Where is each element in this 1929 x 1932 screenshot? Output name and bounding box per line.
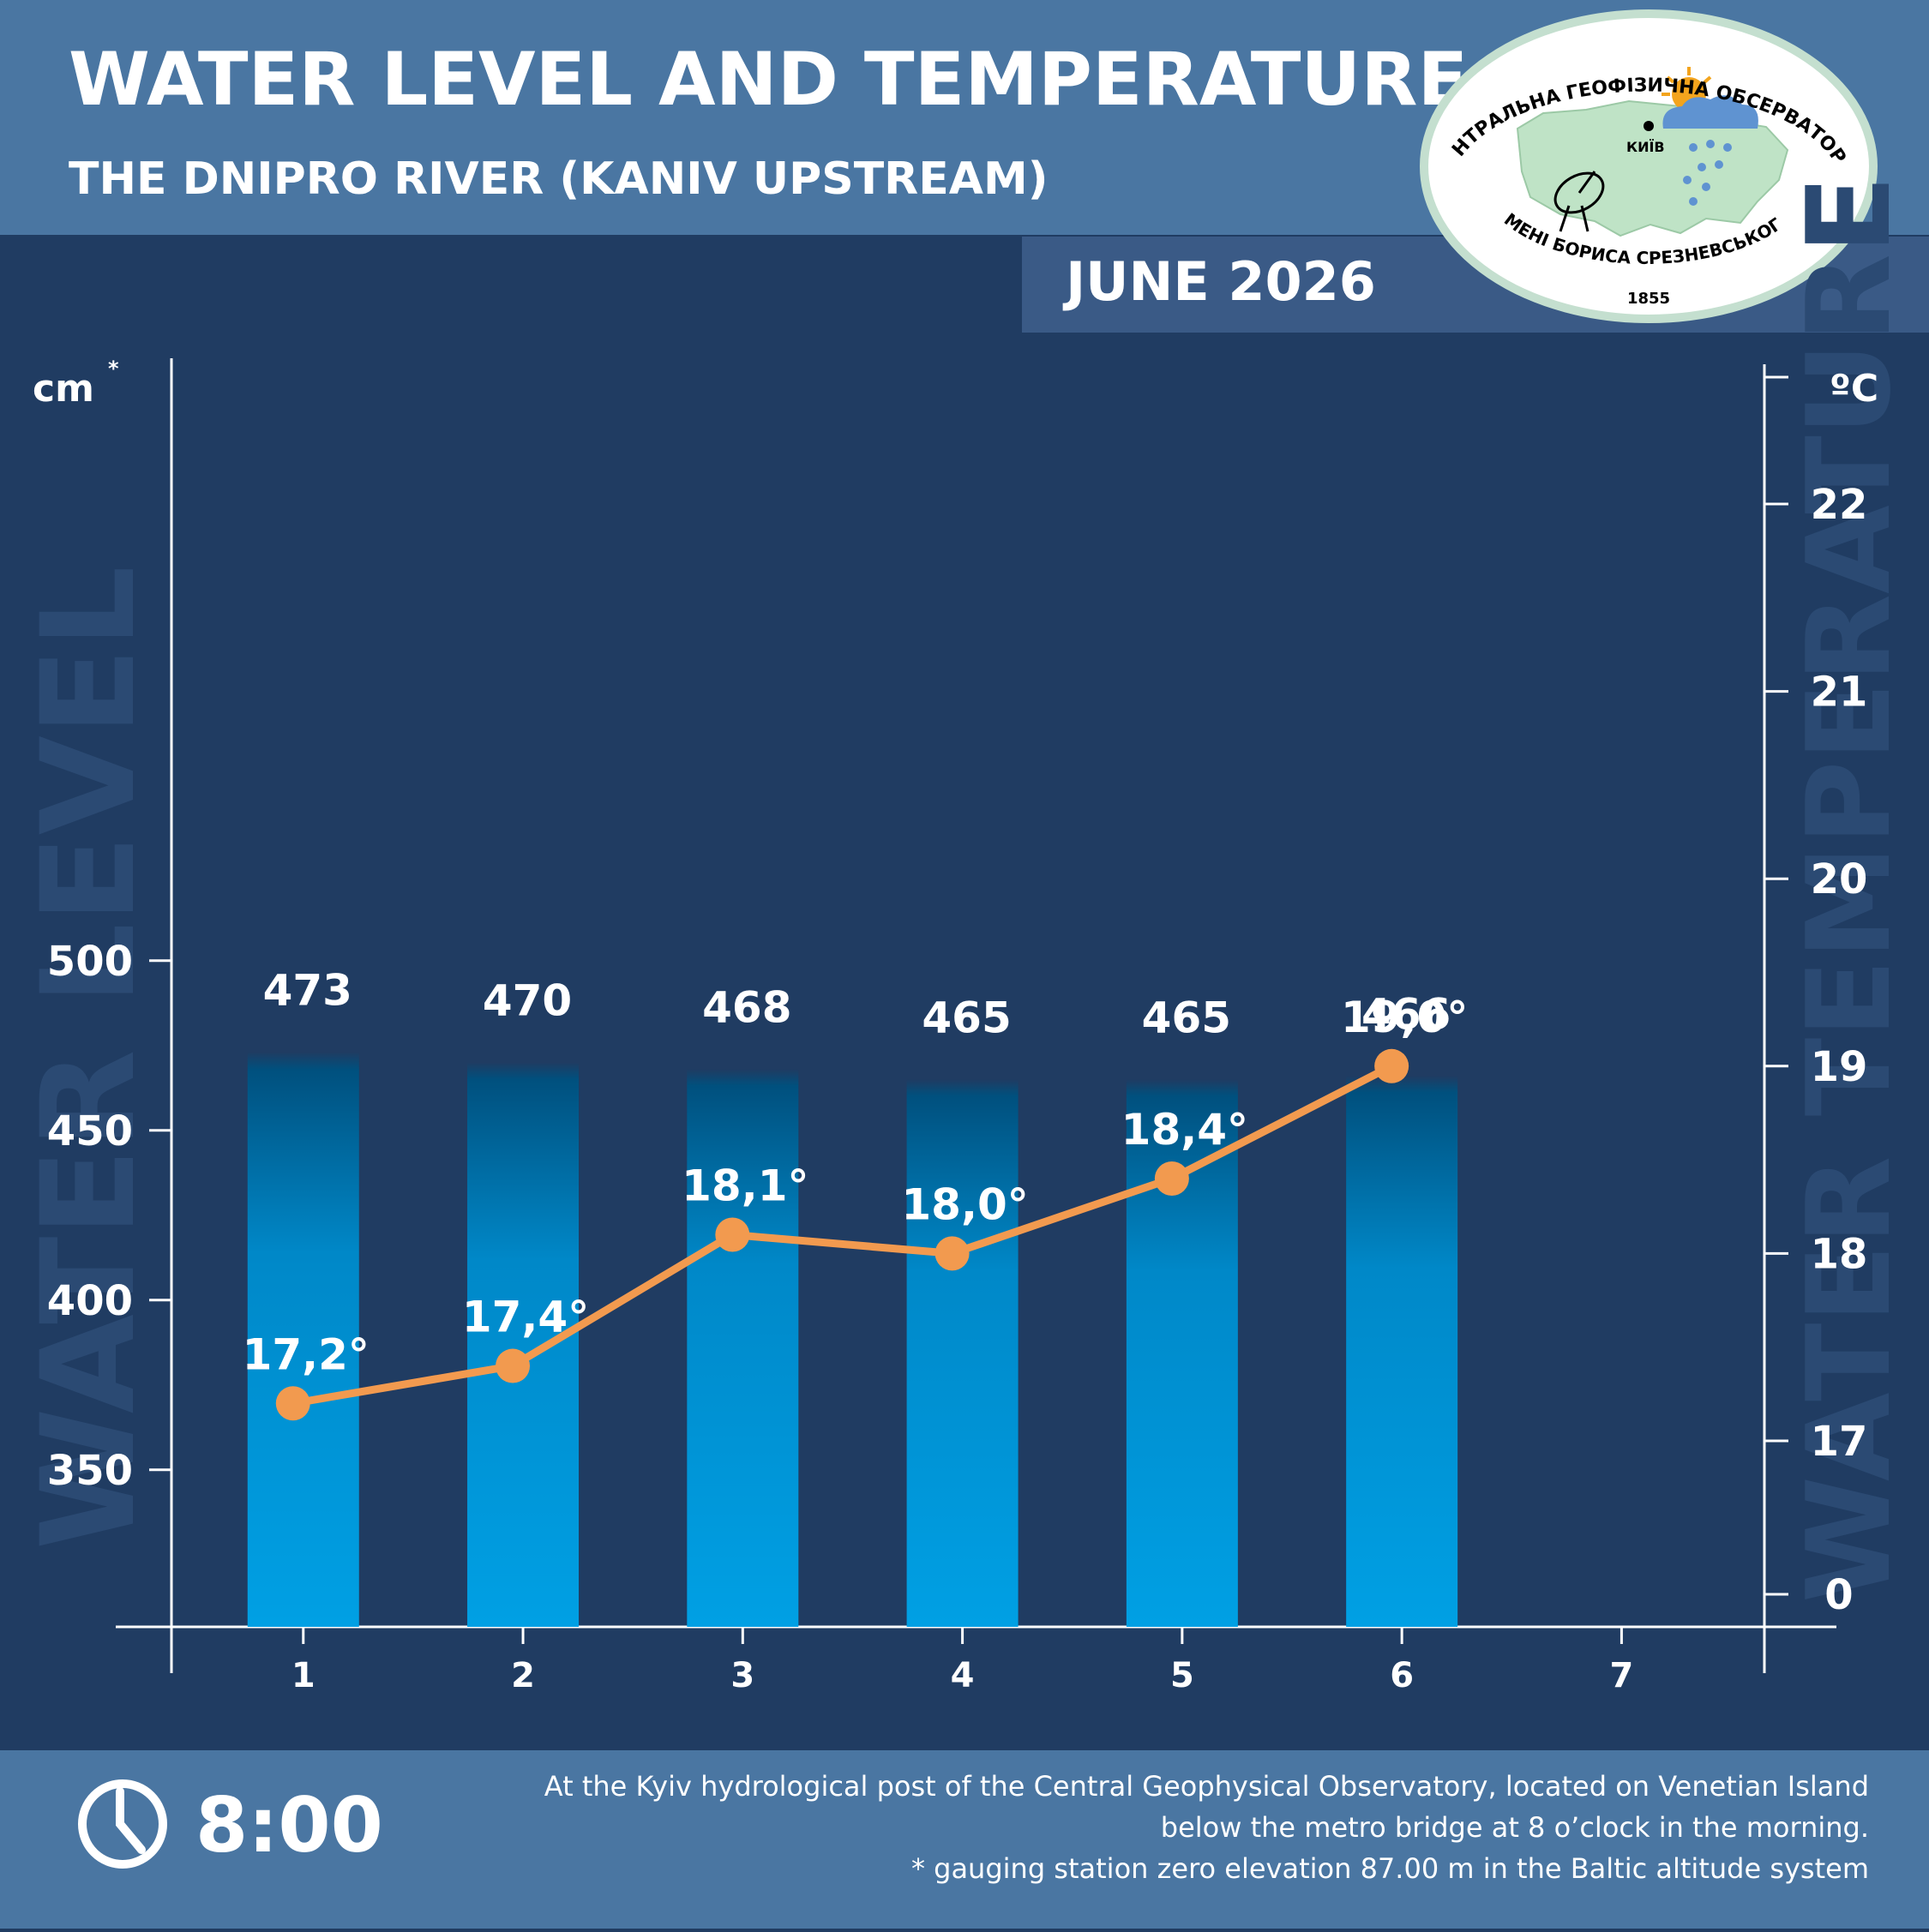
observation-time: 8:00 [195, 1781, 383, 1869]
water-level-value-label: 470 [483, 976, 572, 1026]
right-tick-label: 18 [1811, 1230, 1868, 1278]
right-axis-unit: ºC [1830, 367, 1878, 411]
temperature-point [275, 1386, 310, 1421]
temperature-point [1154, 1161, 1189, 1196]
x-tick-label: 2 [511, 1656, 535, 1695]
right-tick-label: 17 [1811, 1418, 1868, 1466]
left-axis-unit-mark: * [108, 357, 119, 381]
temperature-value-label: 18,1° [682, 1161, 808, 1211]
right-tick-label: 20 [1811, 855, 1868, 903]
x-tick-label: 5 [1170, 1656, 1194, 1695]
water-level-bar [1346, 1076, 1458, 1627]
right-axis-watermark: WATER TEMPERATURE [1782, 176, 1916, 1603]
water-level-value-label: 473 [263, 966, 352, 1016]
left-tick-label: 500 [47, 938, 133, 986]
water-level-bar [247, 1052, 359, 1627]
x-tick-label: 6 [1390, 1656, 1414, 1695]
period-label: JUNE 2026 [1062, 250, 1376, 313]
x-tick-label: 4 [951, 1656, 975, 1695]
water-level-bar [467, 1062, 580, 1627]
kyiv-dot-icon [1644, 121, 1654, 131]
right-tick-label: 19 [1811, 1043, 1868, 1091]
x-tick-label: 7 [1609, 1656, 1633, 1695]
x-tick-label: 3 [730, 1656, 754, 1695]
temperature-value-label: 17,2° [243, 1329, 370, 1379]
temperature-point [715, 1217, 750, 1252]
temperature-point [934, 1236, 970, 1271]
footer-band [0, 1750, 1929, 1929]
temperature-value-label: 18,0° [901, 1179, 1028, 1229]
satellite-dish-icon [1553, 171, 1605, 232]
water-level-bar [687, 1069, 799, 1627]
footnote-line3: * gauging station zero elevation 87.00 m… [911, 1852, 1869, 1885]
left-tick-label: 400 [47, 1277, 133, 1325]
footnote-line2: below the metro bridge at 8 o’clock in t… [1161, 1811, 1869, 1844]
left-axis-unit: cm [33, 367, 94, 411]
left-tick-label: 450 [47, 1107, 133, 1155]
x-tick-label: 1 [291, 1656, 315, 1695]
rain-cloud-icon [1662, 95, 1758, 206]
temperature-value-label: 19,0° [1341, 993, 1468, 1042]
water-level-bar [1126, 1079, 1238, 1627]
temperature-point [496, 1348, 531, 1383]
clock-icon [78, 1779, 167, 1869]
logo-year: 1855 [1627, 290, 1670, 308]
right-tick-label: 21 [1811, 669, 1868, 717]
water-level-value-label: 468 [702, 983, 791, 1033]
left-axis-watermark: WATER LEVEL [15, 566, 164, 1550]
chart-subtitle: THE DNIPRO RIVER (KANIV UPSTREAM) [69, 153, 1049, 205]
water-level-value-label: 465 [922, 993, 1011, 1042]
right-tick-label: 0 [1824, 1571, 1853, 1619]
temperature-line [292, 1062, 1394, 1407]
water-level-bar [906, 1079, 1019, 1627]
chart-title: WATER LEVEL AND TEMPERATURE [69, 37, 1468, 123]
logo-city: КИЇВ [1626, 139, 1665, 155]
temperature-point [1374, 1048, 1409, 1083]
footnote-line1: At the Kyiv hydrological post of the Cen… [544, 1770, 1869, 1803]
temperature-value-label: 17,4° [462, 1293, 589, 1342]
water-level-value-label: 465 [1142, 993, 1231, 1042]
water-level-value-label: 466 [1361, 989, 1451, 1039]
temperature-value-label: 18,4° [1121, 1105, 1248, 1155]
left-tick-label: 350 [47, 1447, 133, 1495]
right-tick-label: 22 [1811, 481, 1868, 529]
